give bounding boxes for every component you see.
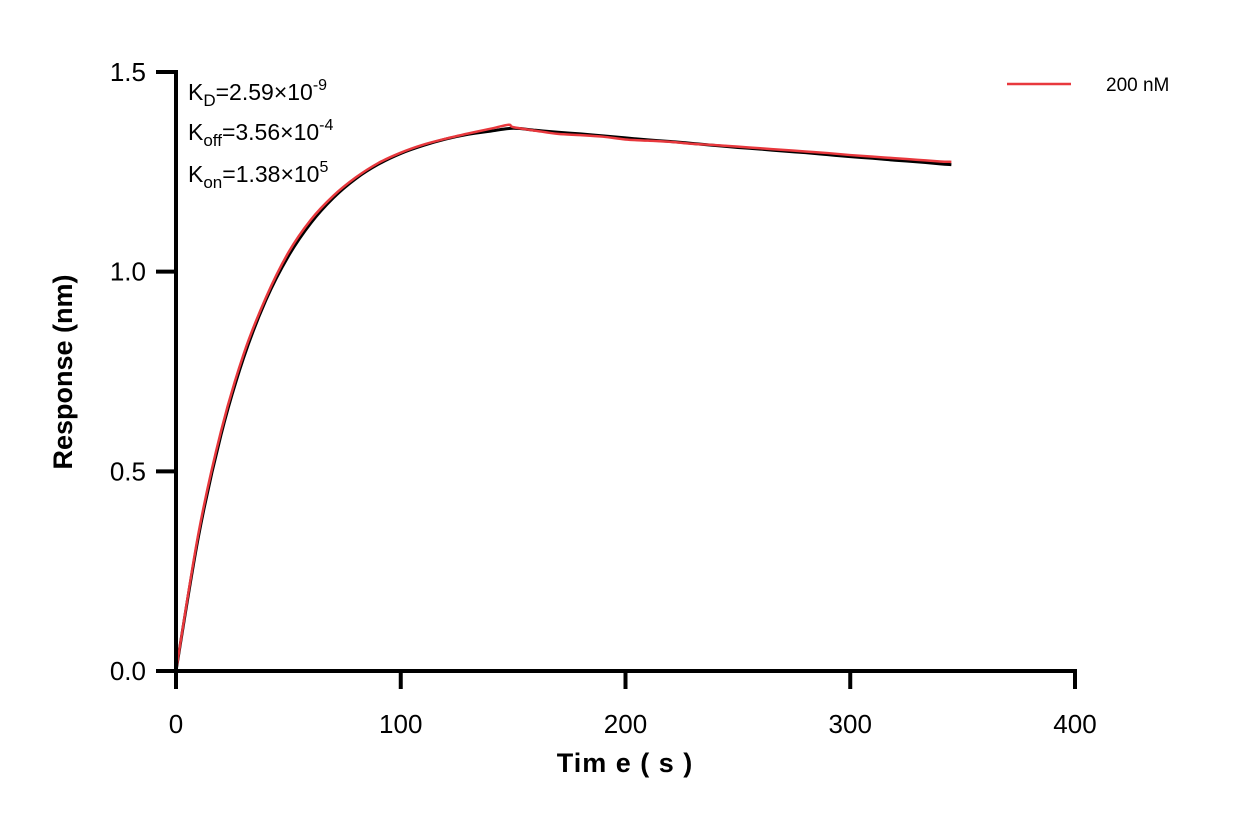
x-tick-label: 100 (379, 709, 422, 739)
kinetic-annotations: KD=2.59×10-9 Koff=3.56×10-4 Kon=1.38×105 (188, 77, 333, 192)
koff-annotation: Koff=3.56×10-4 (188, 117, 333, 150)
y-tick-label: 0.5 (110, 456, 146, 486)
series-200nm-line (174, 123, 952, 672)
x-tick-label: 200 (604, 709, 647, 739)
y-tick-label: 1.5 (110, 57, 146, 87)
y-tick-label: 1.0 (110, 257, 146, 287)
kon-annotation: Kon=1.38×105 (188, 159, 328, 192)
x-tick-label: 300 (829, 709, 872, 739)
x-axis-label: Tim e ( s ) (557, 748, 694, 778)
x-tick-label: 0 (169, 709, 183, 739)
x-tick-label: 400 (1053, 709, 1096, 739)
ticks: 0 100 200 300 400 0.0 0.5 1.0 1.5 (110, 57, 1097, 739)
fit-curve (174, 126, 952, 672)
kd-annotation: KD=2.59×10-9 (188, 77, 327, 110)
y-axis-label: Response (nm) (48, 274, 78, 469)
series-layer (174, 123, 952, 672)
legend-label-200nm: 200 nM (1106, 75, 1169, 96)
legend: 200 nM (1007, 75, 1169, 96)
y-tick-label: 0.0 (110, 656, 146, 686)
